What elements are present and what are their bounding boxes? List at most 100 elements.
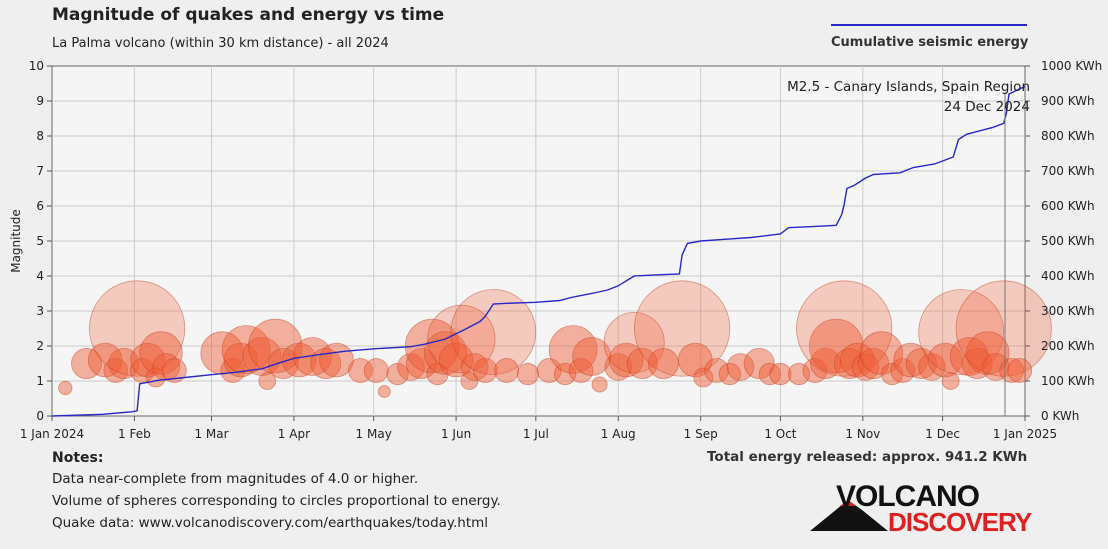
y-tick-label: 7 bbox=[36, 164, 44, 178]
y-tick-label: 10 bbox=[29, 59, 44, 73]
quake-bubble bbox=[568, 358, 594, 383]
quake-bubble bbox=[89, 280, 186, 377]
quake-bubble bbox=[880, 362, 904, 386]
y2-tick-label: 200 KWh bbox=[1041, 339, 1095, 353]
quake-bubble bbox=[572, 337, 612, 376]
quake-bubble bbox=[71, 347, 103, 379]
quake-bubble bbox=[472, 358, 498, 383]
quake-bubble bbox=[693, 367, 714, 388]
quake-bubble bbox=[386, 362, 409, 386]
y2-tick-label: 0 KWh bbox=[1041, 409, 1079, 423]
quake-bubble bbox=[130, 342, 166, 378]
y2-tick-label: 700 KWh bbox=[1041, 164, 1095, 178]
y2-tick-label: 800 KWh bbox=[1041, 129, 1095, 143]
x-tick-label: 1 Jun bbox=[441, 427, 471, 441]
x-tick-label: 1 Jan 2024 bbox=[20, 427, 84, 441]
quake-bubble bbox=[809, 318, 864, 374]
logo-text-discovery: DISCOVERY bbox=[888, 507, 1032, 537]
quake-bubble bbox=[1007, 358, 1033, 383]
quake-bubble bbox=[796, 280, 893, 377]
quake-bubble bbox=[548, 325, 598, 374]
quake-bubble bbox=[802, 358, 828, 383]
x-tick-label: 1 Mar bbox=[194, 427, 228, 441]
y-tick-label: 1 bbox=[36, 374, 44, 388]
x-tick-label: 1 Feb bbox=[118, 427, 151, 441]
x-tick-label: 1 Oct bbox=[764, 427, 796, 441]
quake-bubble bbox=[438, 342, 474, 378]
legend-label: Cumulative seismic energy bbox=[831, 35, 1029, 50]
y-axis-label: Magnitude bbox=[9, 209, 23, 273]
y2-tick-label: 600 KWh bbox=[1041, 199, 1095, 213]
y2-tick-label: 900 KWh bbox=[1041, 94, 1095, 108]
quake-bubble bbox=[769, 362, 792, 386]
total-energy-text: Total energy released: approx. 941.2 KWh bbox=[707, 449, 1028, 465]
x-tick-label: 1 Dec bbox=[925, 427, 960, 441]
note-line-3: Quake data: www.volcanodiscovery.com/ear… bbox=[52, 515, 489, 531]
quake-bubble bbox=[677, 342, 713, 378]
quake-bubble bbox=[161, 358, 187, 383]
quake-bubble bbox=[267, 347, 299, 379]
quake-bubble bbox=[918, 289, 1005, 375]
quake-bubble bbox=[377, 385, 391, 398]
legend-line-swatch bbox=[831, 24, 1027, 26]
quake-bubble bbox=[840, 342, 875, 378]
quake-bubble bbox=[405, 318, 460, 374]
quake-bubble bbox=[955, 280, 1052, 377]
quake-bubble bbox=[834, 347, 866, 379]
x-tick-label: 1 Jul bbox=[523, 427, 549, 441]
annotation-line-2: 24 Dec 2024 bbox=[944, 99, 1030, 115]
x-tick-label: 1 Apr bbox=[278, 427, 310, 441]
volcano-logo-icon bbox=[810, 500, 888, 531]
y-tick-label: 2 bbox=[36, 339, 44, 353]
quake-bubble bbox=[633, 280, 731, 377]
quake-bubble bbox=[494, 358, 520, 383]
quake-bubble bbox=[450, 289, 537, 375]
quake-bubble bbox=[310, 347, 342, 379]
y-tick-label: 0 bbox=[36, 409, 44, 423]
quake-bubble bbox=[726, 353, 755, 381]
x-tick-label: 1 May bbox=[356, 427, 392, 441]
quake-bubble bbox=[604, 353, 633, 381]
y-tick-label: 5 bbox=[36, 234, 44, 248]
energy-line-group bbox=[51, 85, 1026, 417]
gridlines bbox=[52, 66, 1025, 416]
note-line-2: Volume of spheres corresponding to circl… bbox=[52, 493, 501, 509]
x-tick-label: 1 Aug bbox=[601, 427, 636, 441]
y2-tick-label: 100 KWh bbox=[1041, 374, 1095, 388]
y-tick-label: 6 bbox=[36, 199, 44, 213]
quake-bubble bbox=[397, 353, 425, 381]
energy-line bbox=[51, 85, 1026, 417]
y2-tick-label: 500 KWh bbox=[1041, 234, 1095, 248]
y-tick-label: 3 bbox=[36, 304, 44, 318]
quake-bubble bbox=[591, 376, 608, 393]
x-tick-label: 1 Jan 2025 bbox=[993, 427, 1057, 441]
y2-tick-label: 1000 KWh bbox=[1041, 59, 1102, 73]
x-tick-label: 1 Sep bbox=[684, 427, 718, 441]
quake-bubble bbox=[58, 380, 73, 396]
quake-bubble bbox=[626, 347, 658, 379]
quake-bubble bbox=[918, 353, 946, 381]
quake-bubble bbox=[961, 347, 993, 379]
quake-bubble bbox=[139, 331, 183, 375]
quake-bubble bbox=[787, 362, 811, 386]
quake-bubble bbox=[363, 358, 389, 383]
notes-heading: Notes: bbox=[52, 450, 104, 466]
y-tick-label: 9 bbox=[36, 94, 44, 108]
chart-title: Magnitude of quakes and energy vs time bbox=[52, 5, 445, 25]
note-line-1: Data near-complete from magnitudes of 4.… bbox=[52, 471, 419, 487]
annotation-line-1: M2.5 - Canary Islands, Spain Region bbox=[787, 79, 1030, 95]
y-tick-label: 4 bbox=[36, 269, 44, 283]
quake-bubble bbox=[999, 358, 1025, 383]
quake-bubble bbox=[258, 372, 277, 390]
quake-bubble bbox=[460, 353, 489, 381]
x-tick-label: 1 Nov bbox=[845, 427, 880, 441]
chart-subtitle: La Palma volcano (within 30 km distance)… bbox=[52, 36, 389, 51]
quake-bubble bbox=[103, 358, 129, 383]
logo-text-volcano: VOLCANO bbox=[836, 480, 980, 513]
quake-bubble bbox=[516, 362, 540, 386]
quake-bubble bbox=[893, 342, 928, 378]
quake-bubble bbox=[743, 347, 775, 379]
y-tick-label: 8 bbox=[36, 129, 44, 143]
